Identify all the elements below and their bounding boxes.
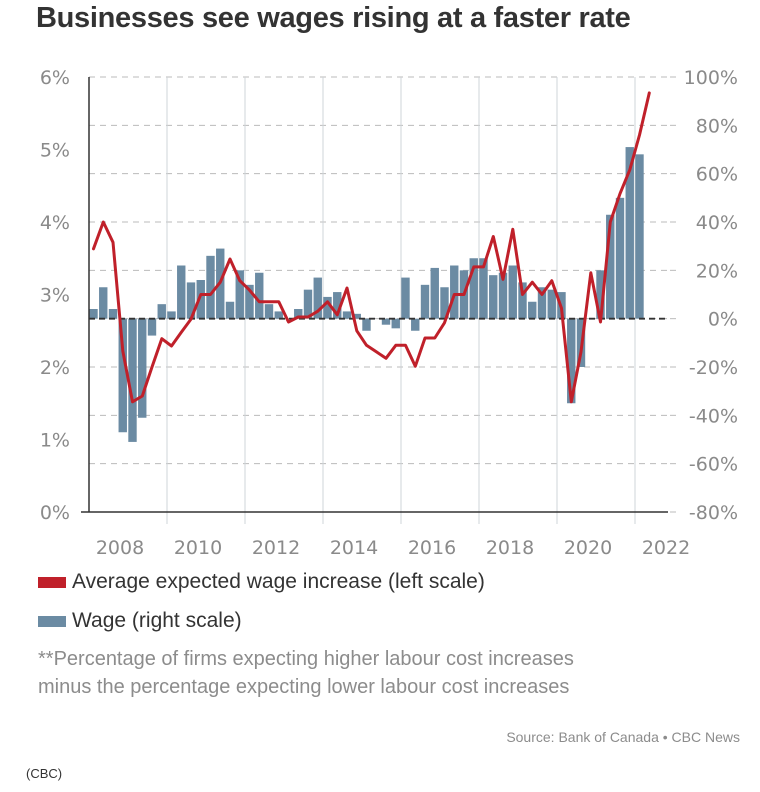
right-axis-tick-label: -40% (689, 405, 738, 427)
footnote: **Percentage of firms expecting higher l… (38, 645, 574, 701)
wage-bar (440, 287, 449, 319)
line-layer (92, 91, 651, 404)
legend-item-bar: Wage (right scale) (38, 609, 242, 633)
wage-bar (450, 265, 459, 319)
wage-bar (138, 318, 147, 418)
wage-bar (567, 318, 576, 404)
x-axis-tick-label: 2008 (96, 537, 144, 559)
x-axis-tick-label: 2020 (564, 537, 612, 559)
wage-bar (508, 265, 517, 319)
wage-bar (362, 318, 371, 331)
wage-bar (333, 292, 342, 319)
left-axis-tick-label: 3% (40, 285, 70, 307)
ticks-layer: 0% 1% 2% 3% 4% 5% 6% -80% -60% -40% -20% 0% 20% 40% 60… (40, 67, 738, 559)
wage-bar (235, 270, 244, 319)
right-axis-tick-label: -60% (689, 454, 738, 476)
wage-bar (225, 301, 235, 319)
wage-bar (537, 287, 547, 319)
wage-bar (128, 318, 137, 442)
right-axis-tick-label: 20% (696, 260, 738, 282)
legend-swatch-bar (38, 615, 66, 627)
credit-text: (CBC) (26, 766, 63, 781)
wage-bar (264, 304, 274, 319)
wage-bar (99, 287, 108, 319)
chart-title: Businesses see wages rising at a faster … (36, 2, 631, 34)
wage-bar (177, 265, 186, 319)
right-axis-tick-label: -20% (689, 357, 738, 379)
wage-bar (420, 284, 430, 319)
wage-bar (469, 258, 478, 319)
legend-item-line: Average expected wage increase (left sca… (38, 570, 485, 594)
x-axis-tick-label: 2016 (408, 537, 456, 559)
left-axis-tick-label: 6% (40, 67, 70, 89)
right-axis-tick-label: 80% (696, 115, 738, 137)
wage-bar (547, 289, 556, 319)
wage-bar (518, 282, 527, 319)
expected-wage-line (92, 91, 651, 404)
left-axis-tick-label: 5% (40, 140, 70, 162)
wage-bar (323, 296, 332, 319)
right-axis-tick-label: 60% (696, 164, 738, 186)
wage-bar (342, 311, 352, 319)
x-axis-tick-label: 2014 (330, 537, 378, 559)
wage-bar (391, 318, 400, 329)
right-axis-tick-label: -80% (689, 502, 738, 524)
axes-layer (81, 77, 668, 513)
grid-layer (89, 76, 668, 524)
right-axis-tick-label: 100% (684, 67, 738, 89)
x-axis-tick-label: 2022 (642, 537, 690, 559)
footnote-line-1: **Percentage of firms expecting higher l… (38, 648, 574, 670)
wage-bar (352, 313, 361, 319)
left-axis-tick-label: 1% (40, 430, 70, 452)
wage-bar (528, 301, 537, 319)
bars-layer (89, 147, 644, 442)
wage-bar (615, 197, 625, 319)
legend-label-bar: Wage (right scale) (72, 609, 242, 632)
chart-canvas: 0% 1% 2% 3% 4% 5% 6% -80% -60% -40% -20% 0% 20% 40% 60… (40, 67, 738, 559)
wage-bar (313, 277, 322, 319)
wage-bar (89, 309, 98, 319)
wage-bar (196, 280, 205, 319)
wage-bar (596, 270, 605, 319)
wage-bar (157, 304, 166, 319)
wage-bar (274, 311, 283, 319)
wage-bar (430, 267, 439, 319)
legend-swatch-line (38, 576, 66, 588)
source-text: Source: Bank of Canada • CBC News (506, 729, 740, 745)
left-axis-tick-label: 0% (40, 502, 70, 524)
wage-bar (167, 311, 176, 319)
wage-bar (206, 255, 215, 319)
wage-bar (606, 214, 615, 319)
wage-bar (294, 309, 303, 319)
wage-bar (498, 272, 508, 319)
right-axis-tick-label: 0% (708, 309, 738, 331)
wage-bar (303, 289, 313, 319)
wage-bar (625, 147, 634, 319)
wage-bar (479, 258, 488, 319)
wage-bar (186, 282, 196, 319)
wage-bar (489, 275, 498, 319)
x-axis-tick-label: 2010 (174, 537, 222, 559)
left-axis-tick-label: 2% (40, 357, 70, 379)
wage-bar (635, 154, 644, 319)
left-axis-tick-label: 4% (40, 212, 70, 234)
legend-label-line: Average expected wage increase (left sca… (72, 570, 485, 593)
wage-bar (118, 318, 127, 433)
wage-bar (255, 272, 264, 319)
footnote-line-2: minus the percentage expecting lower lab… (38, 676, 570, 698)
wage-bar (401, 277, 410, 319)
wage-bar (411, 318, 420, 331)
right-axis-tick-label: 40% (696, 212, 738, 234)
x-axis-tick-label: 2012 (252, 537, 300, 559)
x-axis-tick-label: 2018 (486, 537, 534, 559)
wage-bar (245, 284, 254, 319)
wage-bar (147, 318, 157, 336)
wage-bar (381, 318, 391, 325)
wage-bar (108, 309, 118, 319)
